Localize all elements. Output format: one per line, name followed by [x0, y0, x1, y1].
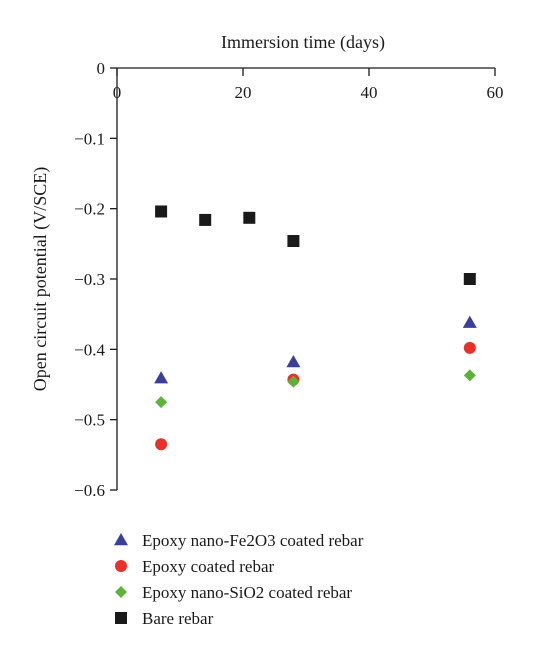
data-point [243, 211, 256, 224]
legend-item: Epoxy nano-Fe2O3 coated rebar [114, 531, 364, 550]
data-point [287, 235, 300, 248]
x-tick-label: 0 [113, 83, 122, 102]
legend-marker-diamond [115, 586, 127, 598]
data-point [199, 213, 212, 226]
data-point [463, 369, 476, 382]
legend-marker-circle [115, 560, 127, 572]
legend-item: Epoxy coated rebar [115, 557, 274, 576]
x-tick-label: 60 [487, 83, 504, 102]
data-point [463, 273, 476, 285]
series-square [155, 205, 476, 285]
data-point [463, 341, 476, 354]
x-tick-label: 40 [361, 83, 378, 102]
x-tick-label: 20 [235, 83, 252, 102]
y-tick-label: −0.3 [74, 270, 105, 289]
axes: 0 20 40 60 0 −0.1 −0.2 −0.3 −0.4 −0.5 −0.6 [74, 59, 503, 500]
y-tick-label: −0.6 [74, 481, 105, 500]
legend-label: Epoxy nano-Fe2O3 coated rebar [142, 531, 364, 550]
legend-label: Epoxy coated rebar [142, 557, 274, 576]
data-point [155, 396, 168, 409]
data-point [155, 205, 168, 218]
data-point [462, 315, 477, 328]
legend-marker-square [115, 612, 127, 624]
series-circle [155, 341, 476, 451]
data-point [155, 438, 168, 451]
data-point [154, 371, 169, 384]
data-point [287, 375, 300, 388]
legend: Epoxy nano-Fe2O3 coated rebar Epoxy coate… [114, 531, 364, 628]
data-point [286, 354, 301, 368]
data-points [154, 205, 477, 451]
series-triangle [154, 315, 477, 384]
y-tick-label: −0.5 [74, 411, 105, 430]
legend-item: Bare rebar [115, 609, 214, 628]
legend-item: Epoxy nano-SiO2 coated rebar [115, 583, 352, 602]
y-tick-label: −0.1 [74, 129, 105, 148]
y-tick-label: −0.4 [74, 340, 105, 359]
series-diamond [155, 369, 476, 409]
legend-label: Epoxy nano-SiO2 coated rebar [142, 583, 352, 602]
x-axis-title: Immersion time (days) [221, 32, 385, 53]
y-tick-label: 0 [97, 59, 106, 78]
legend-marker-triangle [114, 533, 128, 546]
legend-label: Bare rebar [142, 609, 214, 628]
y-tick-label: −0.2 [74, 200, 105, 219]
y-axis-title: Open circuit potential (V/SCE) [30, 167, 51, 391]
